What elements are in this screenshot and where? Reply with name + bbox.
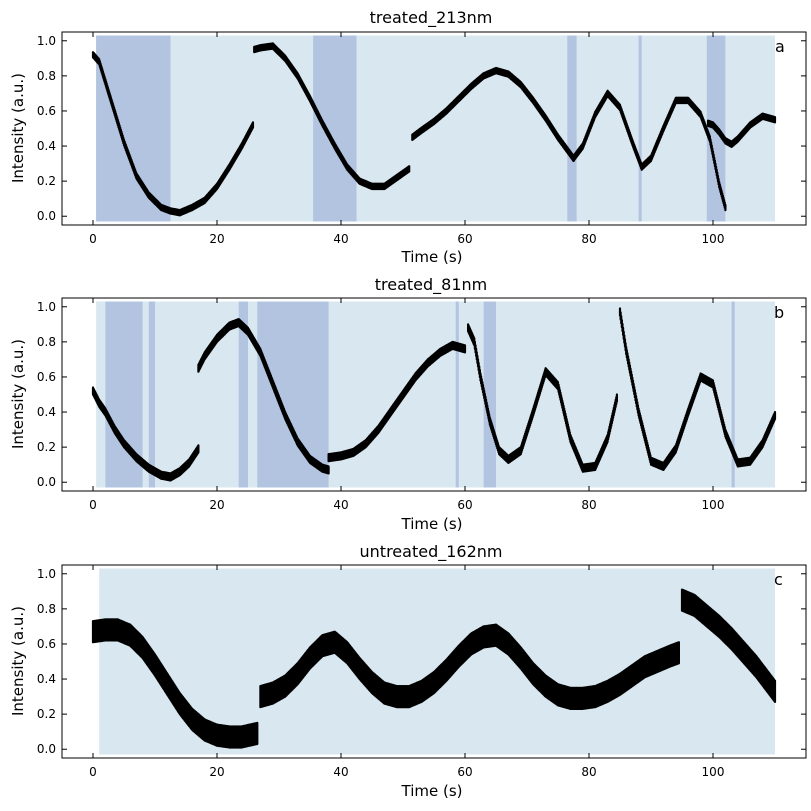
- x-tick-label: 100: [702, 498, 725, 512]
- data-points: [91, 618, 259, 749]
- y-tick-label: 0.2: [37, 440, 56, 454]
- background-span: [96, 301, 776, 488]
- x-tick-label: 40: [333, 232, 348, 246]
- x-tick-label: 40: [333, 498, 348, 512]
- data-points: [680, 588, 777, 703]
- segment-0: [91, 618, 259, 749]
- y-tick-label: 1.0: [37, 300, 56, 314]
- y-tick-label: 1.0: [37, 34, 56, 48]
- highlight-span: [731, 301, 735, 488]
- segment-1: [253, 42, 411, 191]
- segment-3: [572, 89, 727, 212]
- chart-panel-a: treated_213nm 0 20 40 60 80 100 0.0 0.2 0.4 0.6 0.…: [9, 8, 807, 266]
- segment-0: [91, 386, 200, 482]
- segment-3: [467, 323, 618, 473]
- y-tick-label: 0.8: [37, 335, 56, 349]
- data-points: [253, 42, 411, 191]
- y-tick-label: 1.0: [37, 567, 56, 581]
- data-points: [91, 51, 255, 217]
- x-tick-label: 80: [581, 498, 596, 512]
- y-tick-label: 0.6: [37, 104, 56, 118]
- x-axis-label: Time (s): [401, 248, 463, 266]
- y-tick-label: 0.4: [37, 672, 56, 686]
- y-axis-label: Intensity (a.u.): [9, 606, 27, 716]
- plot-frame: [61, 564, 807, 759]
- data-points: [197, 317, 330, 475]
- y-tick-label: 0.0: [37, 742, 56, 756]
- segment-1: [259, 623, 680, 710]
- data-series: [91, 42, 777, 217]
- x-tick-label: 20: [209, 765, 224, 779]
- segment-4: [618, 307, 777, 472]
- y-tick-label: 0.2: [37, 707, 56, 721]
- x-tick-label: 100: [702, 765, 725, 779]
- y-tick-label: 0.0: [37, 475, 56, 489]
- highlight-span: [238, 301, 248, 488]
- data-points: [618, 307, 777, 472]
- highlight-span: [483, 301, 496, 488]
- x-tick-label: 0: [89, 765, 97, 779]
- x-tick-label: 60: [457, 232, 472, 246]
- x-tick-label: 20: [209, 232, 224, 246]
- x-tick-label: 0: [89, 232, 97, 246]
- panel-label: b: [774, 303, 784, 322]
- highlight-span: [96, 35, 171, 222]
- y-tick-label: 0.8: [37, 69, 56, 83]
- x-tick-label: 100: [702, 232, 725, 246]
- x-axis-label: Time (s): [401, 515, 463, 533]
- data-points: [706, 112, 777, 149]
- data-points: [91, 386, 200, 482]
- highlight-span: [313, 35, 357, 222]
- chart-title: treated_81nm: [375, 275, 488, 295]
- segment-2: [411, 66, 575, 163]
- x-tick-label: 60: [457, 765, 472, 779]
- chart-panel-c: untreated_162nm 0 20 40 60 80 100 0.0 0.2 0.4 0.6…: [9, 542, 807, 800]
- panel-label: a: [775, 37, 785, 56]
- x-tick-label: 20: [209, 498, 224, 512]
- data-series: [91, 307, 777, 482]
- y-tick-label: 0.6: [37, 637, 56, 651]
- plot-frame: [61, 31, 807, 226]
- y-tick-label: 0.6: [37, 370, 56, 384]
- x-tick-label: 80: [581, 232, 596, 246]
- chart-title: treated_213nm: [370, 8, 493, 28]
- y-tick-label: 0.0: [37, 209, 56, 223]
- highlight-span: [455, 301, 459, 488]
- data-series: [91, 588, 777, 749]
- highlight-span: [257, 301, 329, 488]
- x-tick-label: 60: [457, 498, 472, 512]
- segment-2: [327, 340, 467, 463]
- data-points: [411, 66, 575, 163]
- x-tick-label: 0: [89, 498, 97, 512]
- y-tick-label: 0.4: [37, 139, 56, 153]
- data-points: [327, 340, 467, 463]
- panel-label: c: [774, 570, 783, 589]
- x-axis-label: Time (s): [401, 782, 463, 800]
- data-points: [259, 623, 680, 710]
- y-tick-label: 0.8: [37, 602, 56, 616]
- y-tick-label: 0.2: [37, 174, 56, 188]
- segment-4: [706, 112, 777, 149]
- x-tick-label: 40: [333, 765, 348, 779]
- data-points: [467, 323, 618, 473]
- data-points: [572, 89, 727, 212]
- x-tick-label: 80: [581, 765, 596, 779]
- plot-frame: [61, 297, 807, 492]
- background-span: [96, 35, 776, 222]
- segment-0: [91, 51, 255, 217]
- y-axis-label: Intensity (a.u.): [9, 73, 27, 183]
- highlight-span: [567, 35, 577, 222]
- segment-2: [680, 588, 777, 703]
- highlight-span: [148, 301, 155, 488]
- y-tick-label: 0.4: [37, 405, 56, 419]
- highlight-span: [638, 35, 642, 222]
- chart-title: untreated_162nm: [360, 542, 503, 562]
- segment-1: [197, 317, 330, 475]
- chart-panel-b: treated_81nm 0 20 40 60 80 100 0.0 0.2 0.4 0.6 0.8…: [9, 275, 807, 533]
- y-axis-label: Intensity (a.u.): [9, 339, 27, 449]
